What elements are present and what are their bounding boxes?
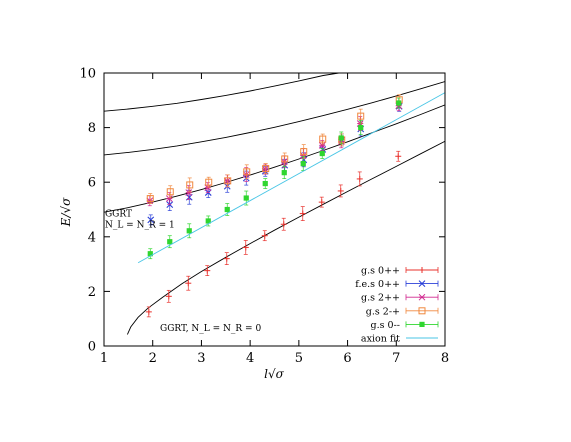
annotation-ggrt1: N_L = N_R = 1 xyxy=(105,220,175,230)
ticks-layer: 1 2 3 4 5 6 7 8 0 2 4 6 8 10 xyxy=(79,67,449,367)
data-point xyxy=(186,181,194,189)
data-point xyxy=(204,267,211,274)
x-tick-label: 7 xyxy=(392,351,400,366)
legend-marker xyxy=(419,321,425,327)
x-tick-label: 2 xyxy=(149,351,157,366)
axion-fit-line xyxy=(137,92,445,264)
data-point xyxy=(146,197,154,205)
data-point xyxy=(165,293,172,300)
x-tick-label: 6 xyxy=(343,351,351,366)
x-tick-label: 8 xyxy=(441,351,449,366)
points-layer xyxy=(137,92,445,318)
data-point xyxy=(223,255,230,262)
data-point xyxy=(281,155,289,163)
data-point xyxy=(185,189,193,196)
data-point xyxy=(318,199,325,206)
data-point xyxy=(145,308,152,315)
data-point xyxy=(261,232,268,239)
data-point xyxy=(147,216,155,224)
annotation-ggrt1: GGRT xyxy=(105,209,132,219)
curve-upper-2 xyxy=(104,73,339,112)
legend-marker xyxy=(418,293,426,301)
legend-marker xyxy=(418,307,426,315)
data-point xyxy=(205,218,211,224)
y-tick-label: 4 xyxy=(88,230,96,245)
data-point xyxy=(167,239,173,245)
data-point xyxy=(299,210,306,217)
data-point xyxy=(165,195,173,202)
x-tick-label: 5 xyxy=(295,351,303,366)
x-tick-label: 4 xyxy=(246,351,254,366)
legend-label: g.s 2++ xyxy=(361,293,400,304)
data-point xyxy=(262,180,268,187)
data-point xyxy=(319,150,325,157)
legend-label: f.e.s 0++ xyxy=(355,279,400,290)
legend-marker xyxy=(418,280,426,287)
data-point xyxy=(319,135,327,143)
data-point xyxy=(318,141,326,149)
data-point xyxy=(185,280,192,287)
data-point xyxy=(280,221,287,228)
curve-ggrt-n1 xyxy=(104,104,445,213)
data-point xyxy=(300,148,308,156)
plot-frame xyxy=(103,72,446,347)
data-point xyxy=(205,178,213,186)
legend-label: g.s 0++ xyxy=(361,266,400,277)
data-point xyxy=(242,244,249,251)
data-point xyxy=(146,195,154,203)
annotation-ggrt0: GGRT, N_L = N_R = 0 xyxy=(160,324,261,334)
y-axis-label: E/√σ xyxy=(59,197,73,227)
data-point xyxy=(243,195,249,201)
y-tick-label: 8 xyxy=(88,121,96,136)
legend-label: g.s 0-- xyxy=(371,320,400,331)
data-point xyxy=(395,153,402,160)
data-point xyxy=(358,125,364,131)
y-tick-label: 10 xyxy=(79,67,96,82)
data-point xyxy=(356,175,363,182)
data-point xyxy=(299,152,307,159)
data-point xyxy=(396,100,402,106)
x-tick-label: 1 xyxy=(100,351,108,366)
x-axis-label: l√σ xyxy=(264,367,284,381)
data-point xyxy=(223,177,231,185)
data-point xyxy=(300,161,306,167)
data-point xyxy=(281,170,287,176)
curves-layer xyxy=(104,73,445,335)
legend-marker xyxy=(419,267,425,273)
y-tick-label: 0 xyxy=(88,340,96,355)
curve-upper-1 xyxy=(104,81,445,156)
data-point xyxy=(338,135,344,141)
curve-ggrt-n0 xyxy=(126,140,445,335)
data-point xyxy=(147,251,153,257)
data-point xyxy=(357,112,365,120)
legend: g.s 0++ f.e.s 0++ g.s 2++ g.s 2-+ g.s 0-- axi… xyxy=(355,266,439,345)
data-point xyxy=(262,165,270,173)
x-tick-label: 3 xyxy=(197,351,205,366)
legend-label: axion fit xyxy=(361,334,400,345)
legend-label: g.s 2-+ xyxy=(366,306,400,317)
data-point xyxy=(224,177,232,185)
data-point xyxy=(337,187,344,194)
data-point xyxy=(243,168,251,176)
data-point xyxy=(166,188,174,196)
y-tick-label: 2 xyxy=(88,285,96,300)
y-tick-label: 6 xyxy=(88,176,96,191)
data-point xyxy=(224,206,230,213)
data-point xyxy=(186,228,192,234)
